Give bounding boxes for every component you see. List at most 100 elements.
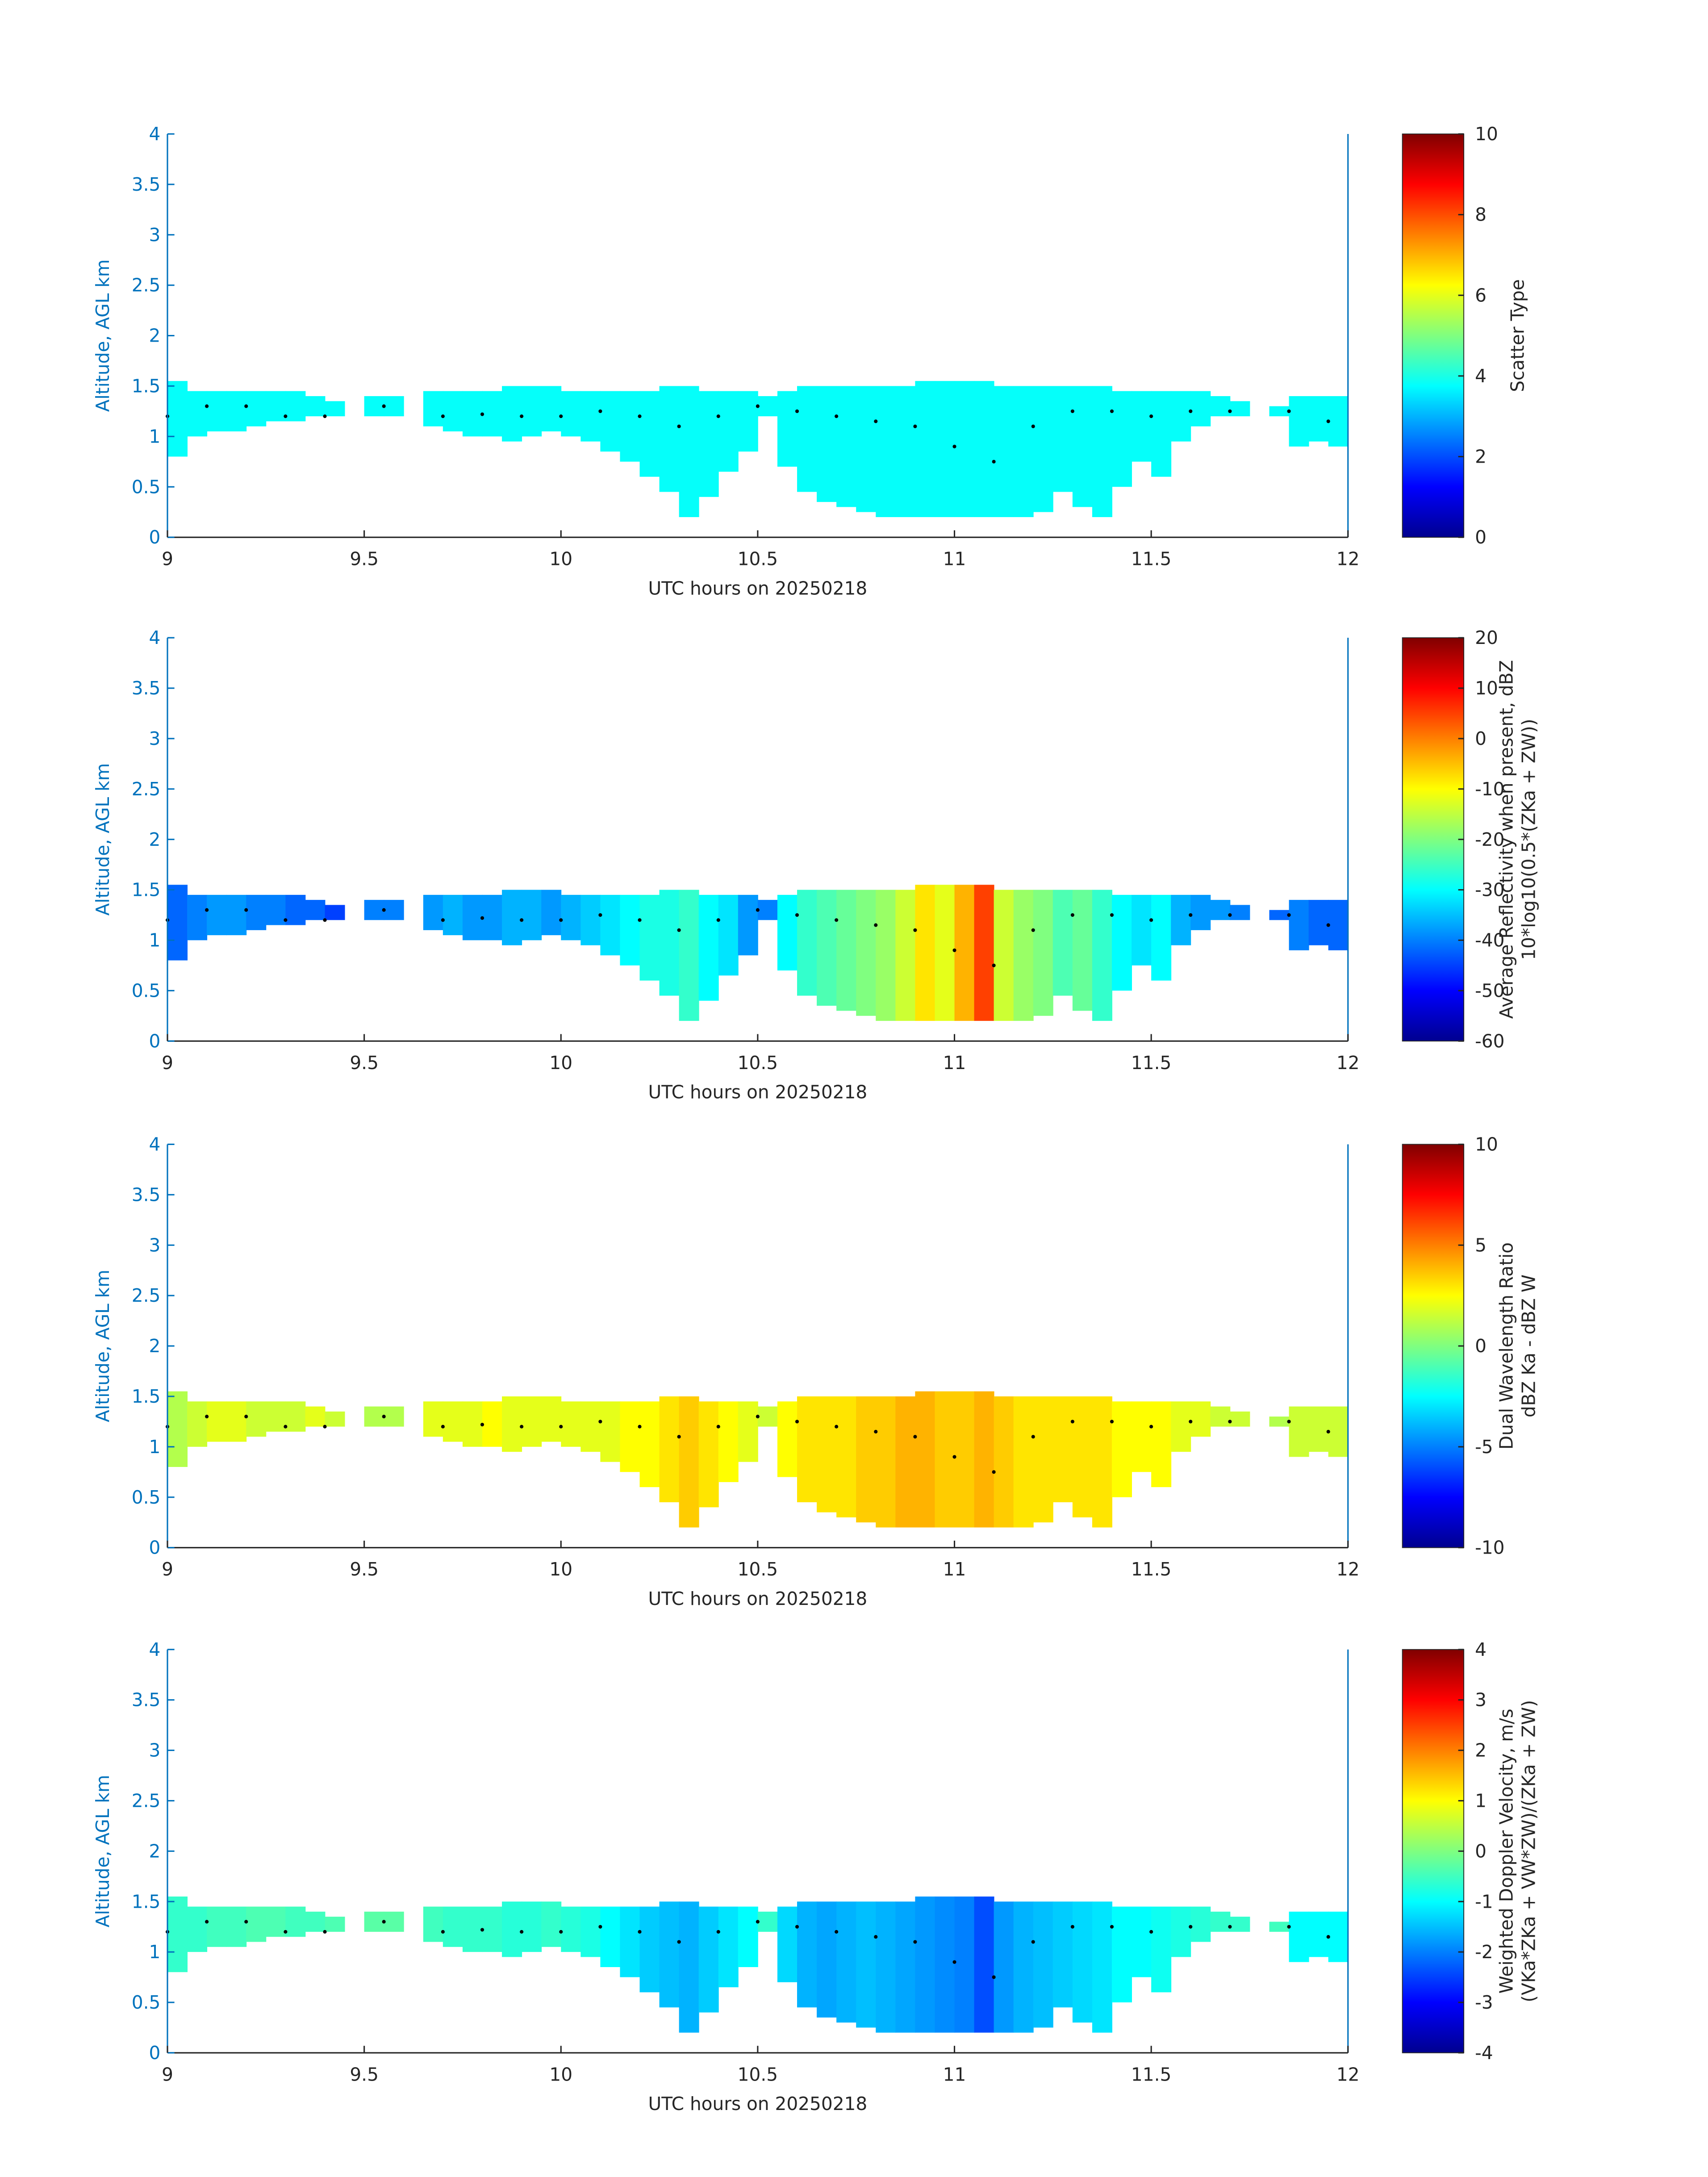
cell-column	[384, 900, 404, 920]
cell-column	[423, 1906, 443, 1942]
cell-column	[994, 890, 1014, 1021]
cloud-base-point	[480, 412, 484, 416]
y-tick-label: 4	[149, 627, 161, 648]
cell-column	[856, 1396, 877, 1523]
cloud-base-point	[559, 1425, 563, 1429]
cell-column	[1328, 900, 1349, 951]
x-tick-label: 12	[1336, 1559, 1360, 1580]
y-axis-label: Altitude, AGL km	[92, 1270, 113, 1422]
cell-column	[836, 386, 857, 507]
cell-column	[777, 1401, 798, 1477]
cell-column	[954, 1896, 975, 2033]
cell-column	[443, 391, 463, 432]
cell-column	[167, 1896, 188, 1972]
cell-column	[856, 890, 877, 1016]
colorbar-label: dBZ Ka - dBZ W	[1518, 1274, 1540, 1417]
cell-column	[1112, 1401, 1132, 1497]
cell-column	[1171, 1401, 1191, 1452]
colorbar-tick-label: 5	[1475, 1234, 1487, 1256]
cloud-base-point	[952, 1960, 956, 1964]
cell-column	[954, 381, 975, 517]
cell-column	[1171, 894, 1191, 945]
cell-column	[718, 1401, 739, 1482]
cloud-base-point	[1189, 1420, 1193, 1424]
cell-column	[1112, 1906, 1132, 2002]
cell-column	[876, 386, 896, 517]
cell-column	[561, 1906, 581, 1952]
cloud-base-point	[992, 460, 996, 464]
cell-column	[954, 885, 975, 1021]
cell-column	[777, 1906, 798, 1982]
cell-column	[561, 894, 581, 940]
colorbar	[1402, 1649, 1465, 2053]
cloud-base-point	[205, 1920, 209, 1924]
cell-column	[207, 1906, 227, 1947]
cloud-base-point	[284, 414, 288, 418]
cell-column	[384, 1406, 404, 1427]
cell-column	[994, 386, 1014, 517]
y-tick-label: 2	[149, 325, 161, 347]
cell-column	[1052, 1901, 1073, 2008]
cell-column	[1092, 890, 1112, 1021]
cloud-base-point	[835, 414, 839, 418]
cloud-base-point	[323, 1930, 327, 1934]
colorbar-label: Average Reflectivity when present, dBZ	[1496, 660, 1517, 1019]
cell-column	[1132, 894, 1152, 965]
cell-column	[226, 894, 247, 936]
cell-column	[757, 396, 778, 417]
cloud-base-point	[205, 1415, 209, 1419]
cloud-base-point	[992, 1470, 996, 1474]
cell-column	[777, 391, 798, 467]
cloud-base-point	[382, 908, 386, 912]
cloud-base-point	[598, 1925, 602, 1929]
cell-column	[266, 894, 286, 925]
cell-column	[856, 1901, 877, 2028]
cloud-base-point	[520, 414, 524, 418]
cloud-base-point	[441, 414, 445, 418]
cell-column	[679, 386, 699, 517]
y-tick-label: 3.5	[132, 1689, 161, 1711]
cloud-base-point	[1287, 1925, 1291, 1929]
y-tick-label: 0.5	[132, 980, 161, 1001]
cloud-base-point	[323, 414, 327, 418]
cell-column	[738, 1906, 758, 1967]
cell-column	[187, 894, 208, 940]
cell-column	[580, 391, 601, 442]
x-tick-label: 10.5	[738, 2064, 778, 2085]
cloud-base-point	[382, 1415, 386, 1419]
cell-column	[423, 894, 443, 930]
cell-column	[639, 391, 660, 477]
cell-column	[895, 1396, 916, 1528]
x-tick-label: 10	[549, 1559, 572, 1580]
cell-column	[1289, 1911, 1309, 1962]
cloud-base-point	[559, 1930, 563, 1934]
cell-column	[738, 391, 758, 452]
cell-column	[1033, 1396, 1053, 1523]
cell-column	[1052, 890, 1073, 996]
cloud-base-point	[716, 918, 720, 922]
colorbar-tick-label: 0	[1475, 728, 1487, 749]
cell-column	[679, 1901, 699, 2033]
colorbar-tick-label: -10	[1475, 778, 1504, 800]
cloud-base-point	[913, 424, 917, 428]
colorbar-tick-label: -3	[1475, 1992, 1493, 2013]
cloud-base-point	[913, 1435, 917, 1439]
cell-column	[1230, 905, 1250, 920]
colorbar-tick-label: 10	[1475, 123, 1498, 145]
cell-column	[482, 1401, 502, 1447]
colorbar-tick-label: 1	[1475, 1790, 1487, 1811]
cloud-base-point	[244, 1920, 248, 1924]
cell-column	[502, 1396, 522, 1452]
cell-column	[935, 1896, 955, 2033]
cell-column	[935, 1391, 955, 1528]
cloud-base-point	[244, 908, 248, 912]
x-tick-label: 9	[162, 2064, 173, 2085]
cloud-base-point	[835, 918, 839, 922]
colorbar-tick-label: 2	[1475, 446, 1487, 468]
cell-column	[1151, 1401, 1172, 1488]
cloud-base-point	[1228, 913, 1232, 917]
y-tick-label: 4	[149, 1134, 161, 1155]
colorbar-tick-label: 6	[1475, 284, 1487, 306]
cell-column	[698, 894, 719, 1001]
colorbar-tick-label: 2	[1475, 1740, 1487, 1761]
